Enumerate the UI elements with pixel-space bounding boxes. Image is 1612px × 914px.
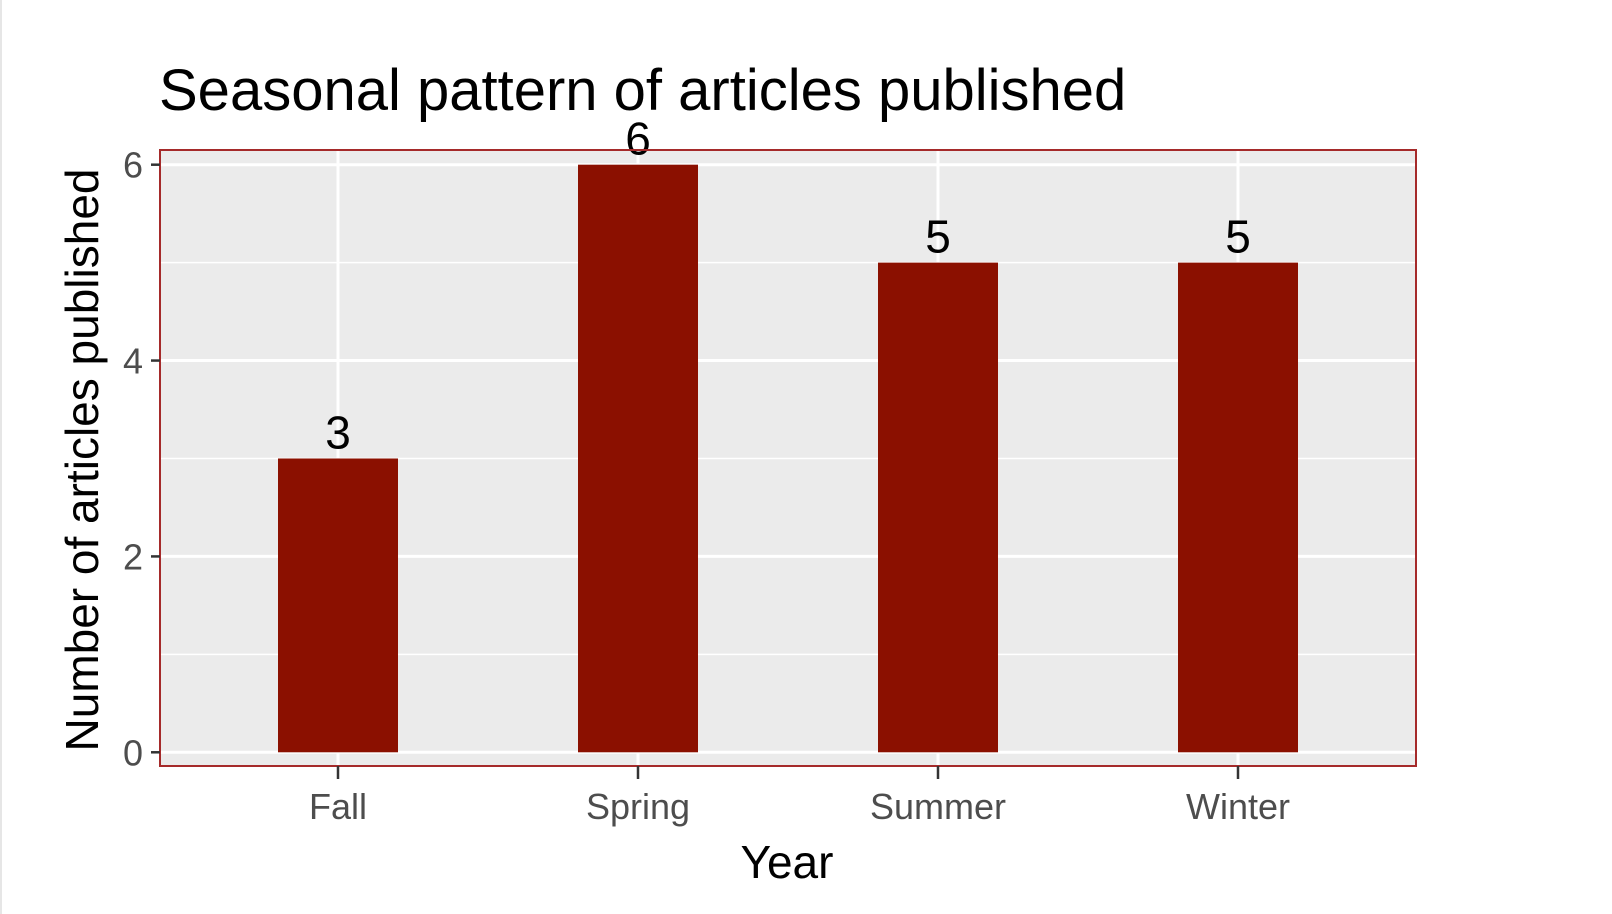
panel-border: [159, 149, 1417, 767]
x-tick-label: Spring: [586, 786, 690, 827]
data-label-winter: 5: [1225, 211, 1251, 263]
bar-summer: [878, 262, 998, 753]
y-tick-label: 6: [123, 145, 143, 186]
y-tick-label: 0: [123, 732, 143, 773]
x-tick-label: Winter: [1186, 786, 1290, 827]
y-axis-title: Number of articles published: [56, 169, 108, 752]
y-tick-label: 2: [123, 536, 143, 577]
bar-fall: [278, 458, 398, 753]
x-tick-label: Fall: [309, 786, 367, 827]
y-tick-label: 4: [123, 341, 143, 382]
axes: 0 2 4 6 Fall Spring Summer Winter: [123, 145, 1417, 827]
bar-winter: [1178, 262, 1298, 753]
data-label-summer: 5: [925, 211, 951, 263]
data-labels: 3 6 5 5: [325, 113, 1251, 459]
x-tick-label: Summer: [870, 786, 1006, 827]
bar-spring: [578, 164, 698, 753]
bars: [278, 164, 1298, 753]
x-axis-title: Year: [741, 836, 834, 888]
data-label-spring: 6: [625, 113, 651, 165]
data-label-fall: 3: [325, 406, 351, 458]
chart-title: Seasonal pattern of articles published: [159, 58, 1126, 123]
